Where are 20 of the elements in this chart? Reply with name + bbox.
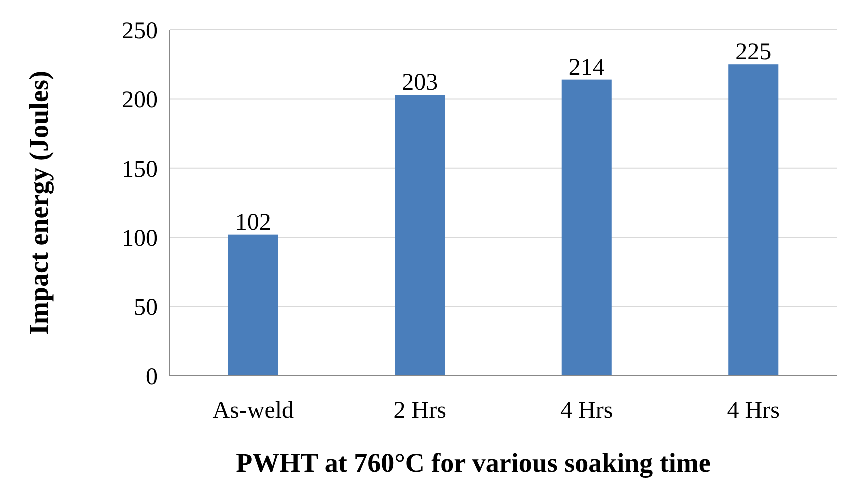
y-tick-label: 150 <box>122 156 158 183</box>
x-tick-label: 4 Hrs <box>727 398 780 424</box>
x-tick-label: 4 Hrs <box>560 398 614 424</box>
y-tick-label: 200 <box>122 88 158 114</box>
bar <box>562 80 612 376</box>
data-label: 203 <box>402 70 438 96</box>
bar <box>728 64 779 376</box>
x-tick-label: As-weld <box>212 398 294 424</box>
bar <box>395 95 446 376</box>
x-axis-title: PWHT at 760°C for various soaking time <box>236 448 711 478</box>
y-tick-label: 0 <box>146 364 158 390</box>
bar <box>228 234 278 376</box>
data-label: 214 <box>568 54 605 81</box>
y-tick-label: 50 <box>134 295 158 322</box>
data-label: 225 <box>736 40 772 66</box>
y-axis-title: Impact energy (Joules) <box>24 71 54 335</box>
x-tick-label: 2 Hrs <box>394 398 446 424</box>
y-tick-label: 100 <box>122 226 158 252</box>
y-tick-label: 250 <box>122 18 158 44</box>
data-label: 102 <box>235 210 272 236</box>
